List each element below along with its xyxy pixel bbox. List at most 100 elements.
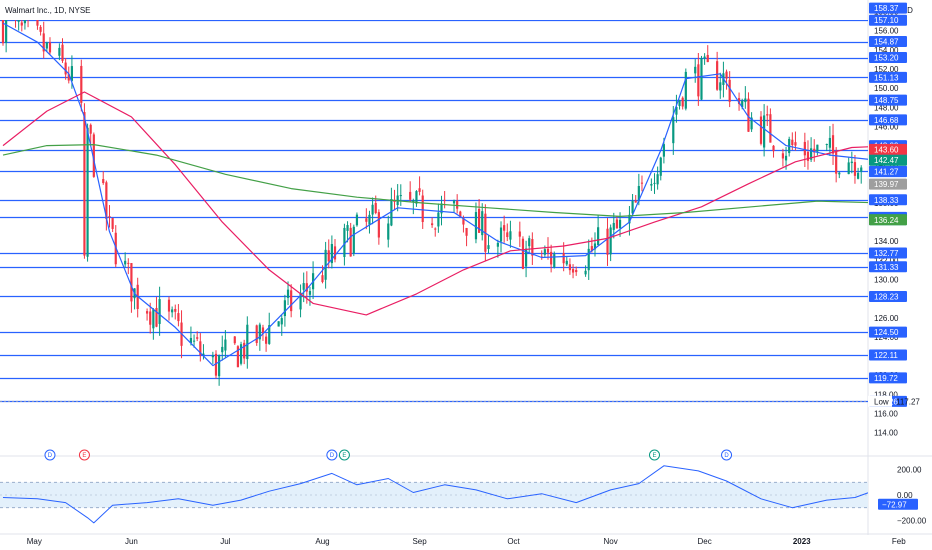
candle-body xyxy=(67,74,70,81)
event-marker xyxy=(78,449,90,461)
candle-body xyxy=(763,115,766,148)
candle-body xyxy=(83,112,86,256)
candle-body xyxy=(374,202,377,214)
event-marker-label: D xyxy=(330,453,335,459)
price-tick-label: 114.00 xyxy=(874,429,898,438)
level-price-tag: 132.77 xyxy=(874,249,899,258)
candle-body xyxy=(678,100,681,107)
price-tick-label: 126.00 xyxy=(874,314,899,323)
candle-body xyxy=(784,155,788,161)
candle-body xyxy=(409,191,412,200)
candle-body xyxy=(387,223,390,240)
event-marker xyxy=(648,449,660,461)
candle-body xyxy=(794,142,797,146)
level-price-tag-bg xyxy=(869,194,907,206)
candle-body xyxy=(333,246,337,260)
candle-body xyxy=(913,152,915,181)
price-tick-label: 146.00 xyxy=(874,122,899,131)
candle-body xyxy=(437,212,440,227)
candle-body xyxy=(283,300,286,317)
candle-body xyxy=(214,353,218,376)
level-price-tag-bg xyxy=(869,290,907,302)
candle-body xyxy=(17,20,20,22)
candle-body xyxy=(36,20,39,26)
candle-body xyxy=(831,135,835,154)
candle-body xyxy=(371,204,374,215)
price-tag-bg xyxy=(869,178,907,190)
event-marker xyxy=(721,449,733,461)
candle-body xyxy=(719,82,722,91)
candle-body xyxy=(459,211,462,217)
candle-body xyxy=(239,344,243,364)
candle-body xyxy=(703,56,706,59)
candle-body xyxy=(258,324,261,340)
candle-body xyxy=(543,249,546,255)
candle-body xyxy=(606,228,609,255)
date-axis[interactable]: MayJunJulAugSepOctNovDec2023FebMarApr xyxy=(27,537,932,546)
event-marker xyxy=(326,449,338,461)
candle-body xyxy=(290,290,293,312)
level-price-tag-bg xyxy=(869,52,907,64)
level-price-tag: 122.11 xyxy=(874,351,898,360)
candle-body xyxy=(92,134,95,177)
candle-body xyxy=(487,245,490,250)
candle-body xyxy=(524,248,528,267)
candle-body xyxy=(825,143,828,145)
cci-tick-label: 0.00 xyxy=(897,491,913,500)
price-tag-bg xyxy=(869,166,907,178)
candle-body xyxy=(810,148,813,160)
price-tick-label: 134.00 xyxy=(874,237,899,246)
candle-body xyxy=(474,212,478,240)
candle-body xyxy=(675,107,678,115)
candle-body xyxy=(171,309,174,313)
low-marker-bg xyxy=(868,395,892,407)
level-price-tag: 154.87 xyxy=(874,38,899,47)
candle-body xyxy=(155,307,158,327)
candle-body xyxy=(628,214,631,224)
candle-body xyxy=(108,216,111,218)
candle-body xyxy=(518,231,521,237)
event-markers: DEDEEDEE⚡D xyxy=(44,449,733,461)
level-price-tag-bg xyxy=(869,14,907,26)
candle-body xyxy=(528,238,531,247)
candle-body xyxy=(653,182,656,184)
candle-body xyxy=(769,114,772,143)
candle-body xyxy=(355,214,359,226)
candle-body xyxy=(299,292,302,310)
price-axis[interactable]: 160.00158.00156.00154.00152.00150.00148.… xyxy=(0,0,923,438)
candle-body xyxy=(725,71,728,79)
candle-body xyxy=(477,208,481,233)
price-tick-label: 156.00 xyxy=(874,27,899,36)
candle-body xyxy=(243,342,246,359)
candle-body xyxy=(211,355,214,358)
candle-body xyxy=(346,225,349,231)
moving-averages xyxy=(2,22,868,367)
ema-mid-line xyxy=(2,91,868,316)
candle-body xyxy=(224,339,227,351)
cci-last-value: −72.97 xyxy=(882,500,907,509)
price-tag: 143.60 xyxy=(874,145,899,154)
candle-body xyxy=(5,20,8,43)
candle-body xyxy=(189,337,193,343)
candle-body xyxy=(615,219,619,229)
date-tick-label: Nov xyxy=(604,537,618,546)
price-tick-label: 150.00 xyxy=(874,84,899,93)
date-tick-label: Sep xyxy=(412,537,427,546)
candle-body xyxy=(697,64,700,97)
level-price-tag: 119.72 xyxy=(874,374,898,383)
candle-body xyxy=(246,324,249,360)
level-price-tag-bg xyxy=(869,94,907,106)
price-tag: 136.24 xyxy=(874,216,899,225)
candle-body xyxy=(531,239,534,256)
candle-body xyxy=(850,161,853,164)
candle-body xyxy=(694,66,697,74)
candle-body xyxy=(650,184,653,186)
candle-body xyxy=(856,172,860,179)
candle-body xyxy=(766,114,769,116)
event-marker-label: E xyxy=(82,453,86,459)
candle-body xyxy=(152,309,155,329)
symbol-title: Walmart Inc., 1D, NYSE xyxy=(5,6,91,15)
candle-body xyxy=(236,346,240,368)
level-price-tag-bg xyxy=(869,36,907,48)
